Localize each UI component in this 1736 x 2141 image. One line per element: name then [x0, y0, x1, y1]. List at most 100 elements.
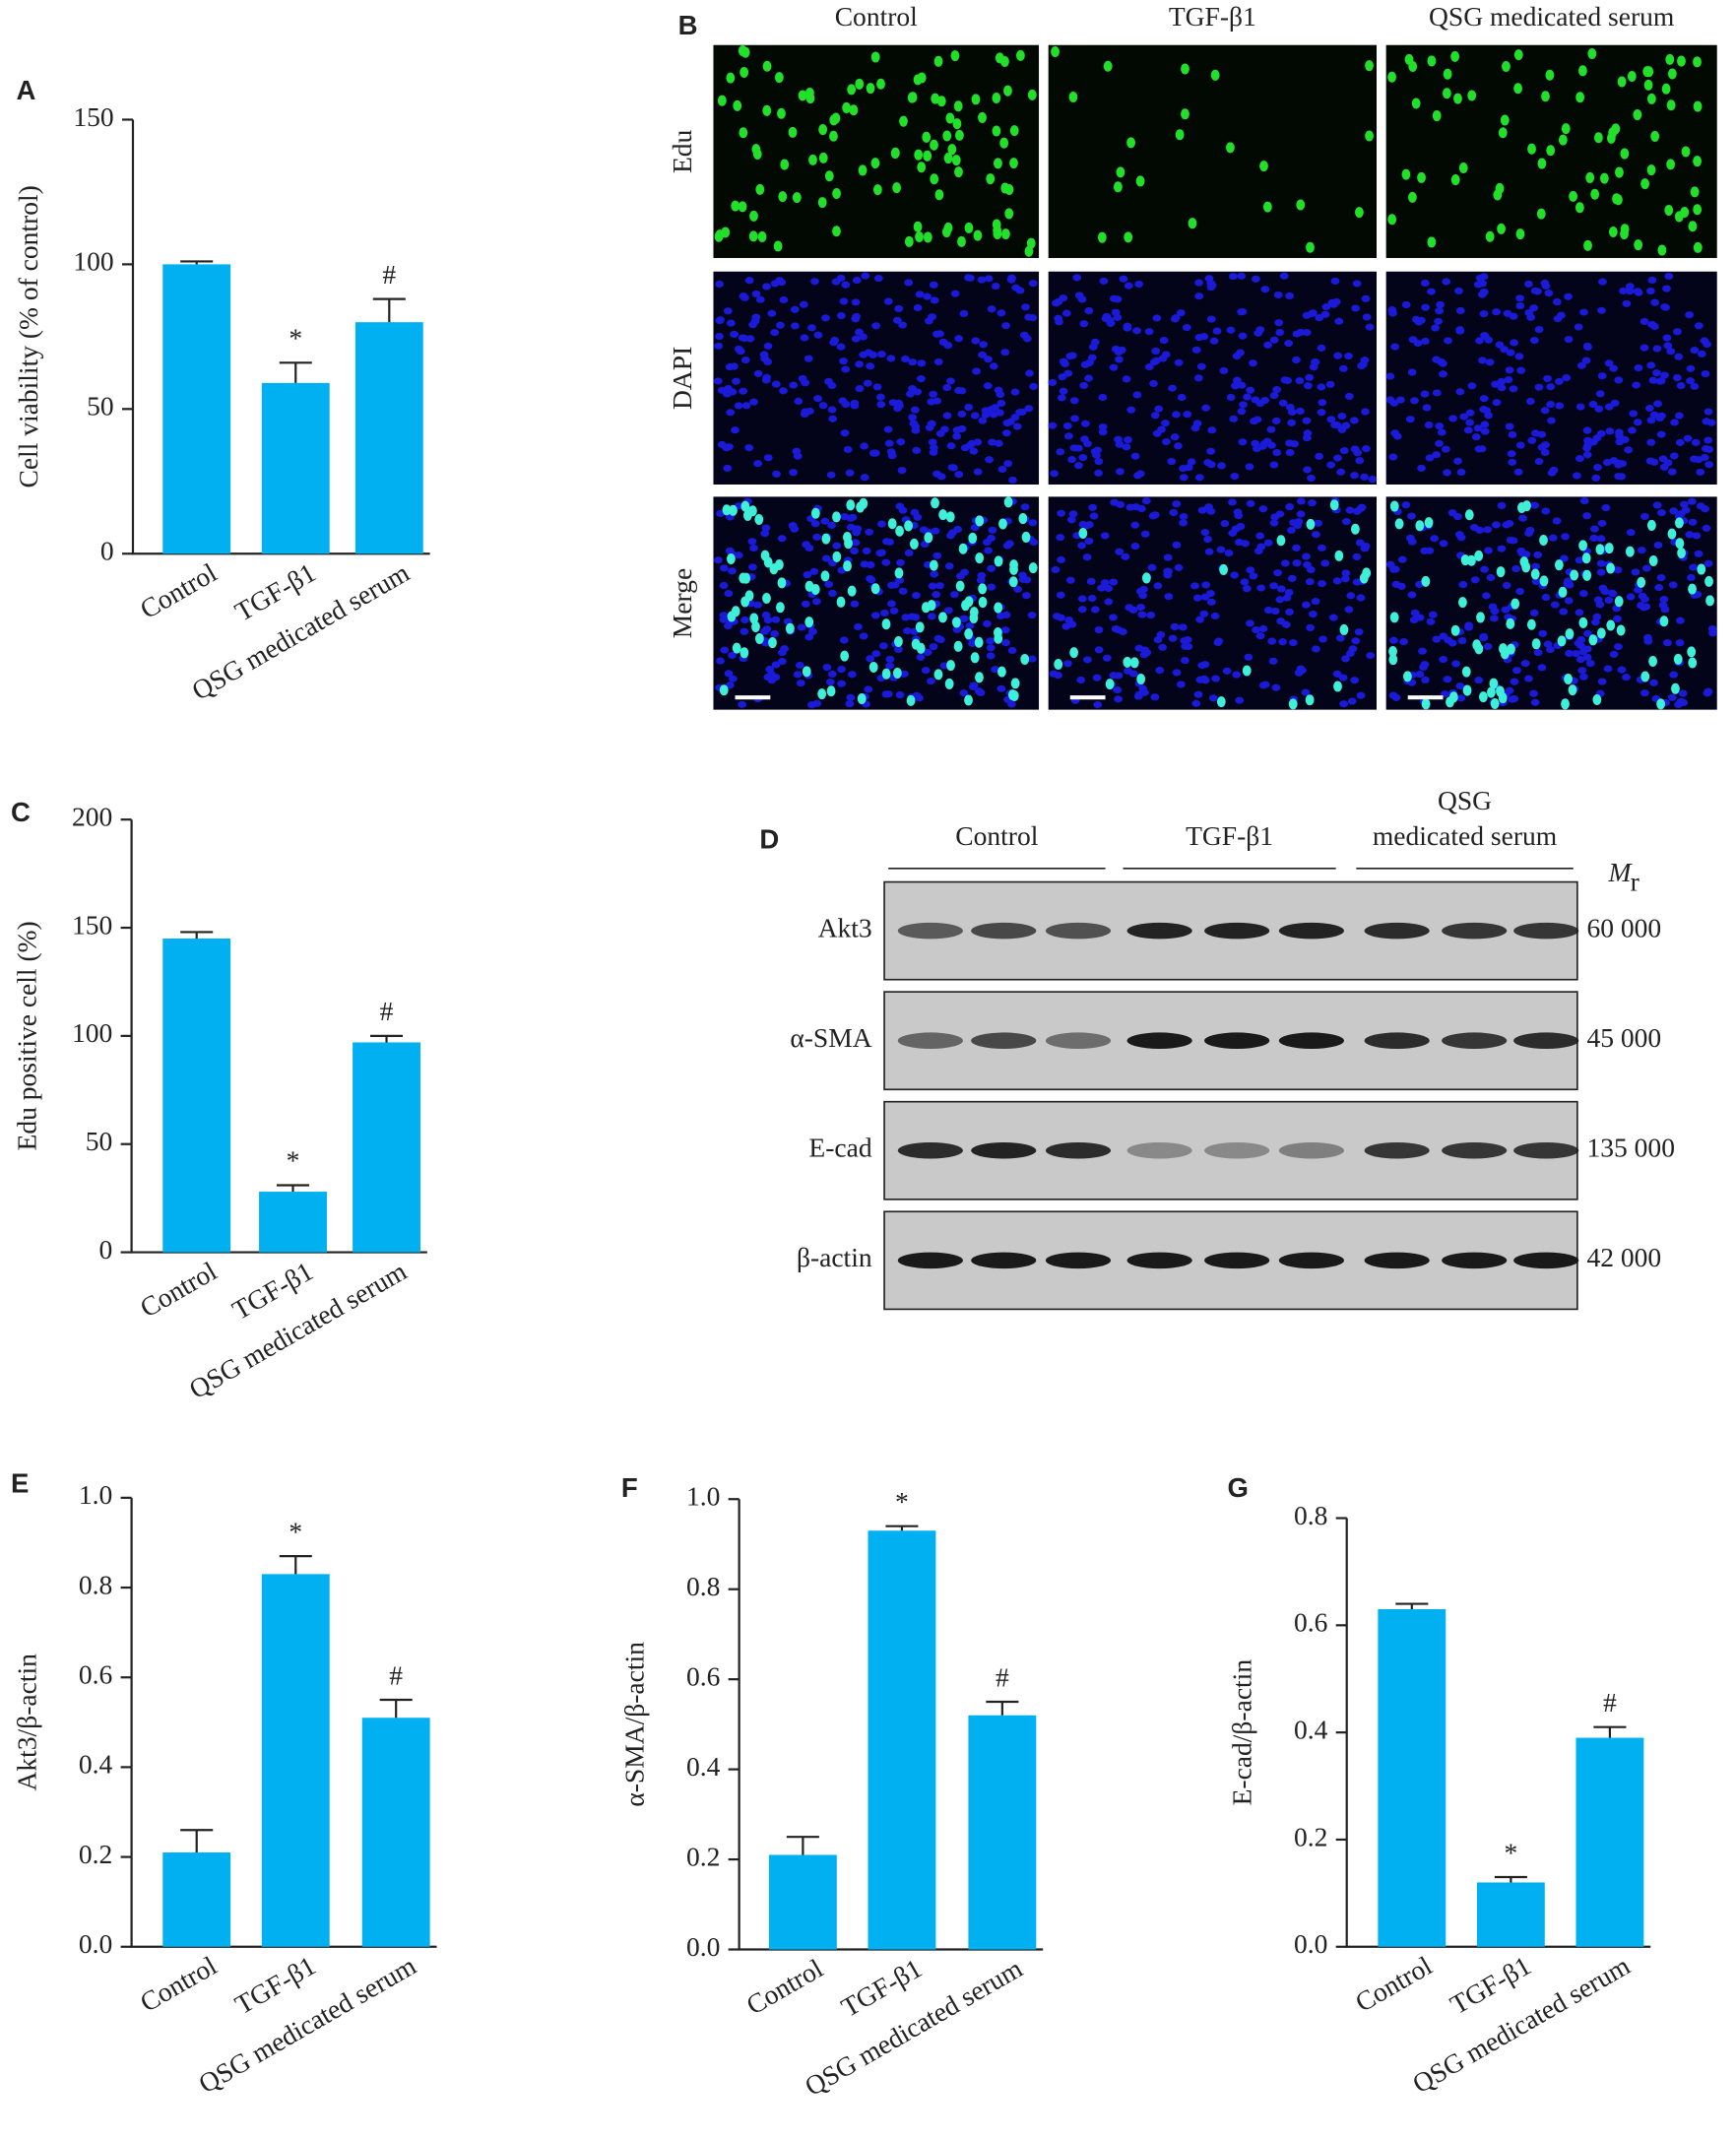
nucleus: [886, 448, 896, 456]
nucleus: [762, 373, 772, 381]
nucleus: [853, 525, 863, 533]
nucleus: [1226, 142, 1235, 154]
nucleus: [1082, 522, 1092, 530]
nucleus: [914, 149, 924, 161]
nucleus: [954, 471, 964, 479]
nucleus: [1302, 417, 1312, 424]
micrograph: [1048, 271, 1378, 485]
nucleus: [1260, 681, 1270, 688]
nucleus: [994, 386, 1003, 394]
nucleus: [1134, 280, 1144, 289]
nucleus: [1531, 562, 1541, 570]
nucleus: [1341, 569, 1351, 577]
nucleus: [1106, 319, 1116, 327]
nucleus: [1579, 308, 1588, 316]
nucleus: [862, 547, 871, 555]
nucleus: [731, 426, 739, 434]
nucleus: [894, 636, 903, 648]
nucleus: [1001, 429, 1011, 437]
nucleus: [831, 278, 841, 286]
nucleus: [855, 78, 865, 90]
nucleus: [851, 539, 861, 547]
nucleus: [1068, 510, 1078, 518]
nucleus: [1478, 691, 1488, 703]
nucleus: [1596, 429, 1606, 437]
nucleus: [1150, 412, 1160, 420]
nucleus: [1348, 645, 1358, 653]
nucleus: [1537, 430, 1547, 438]
nucleus: [1009, 125, 1019, 137]
blot-band: [1045, 1252, 1112, 1269]
nucleus: [1395, 396, 1405, 404]
nucleus: [1191, 699, 1201, 707]
nucleus: [933, 55, 943, 67]
nucleus: [1234, 511, 1244, 520]
nucleus: [877, 549, 886, 556]
nucleus: [1362, 567, 1372, 579]
nucleus: [991, 666, 1000, 674]
nucleus: [928, 313, 936, 321]
nucleus: [794, 397, 804, 406]
nucleus: [1525, 397, 1535, 406]
nucleus: [1497, 545, 1507, 552]
nucleus: [1405, 416, 1415, 423]
nucleus: [789, 381, 799, 389]
nucleus: [738, 700, 747, 708]
nucleus: [1662, 285, 1671, 292]
nucleus: [1615, 166, 1624, 178]
nucleus: [1628, 426, 1637, 434]
nucleus: [1658, 455, 1668, 463]
panel-label: F: [621, 1472, 638, 1503]
nucleus: [1575, 455, 1584, 463]
nucleus: [812, 699, 822, 707]
nucleus: [1182, 324, 1191, 332]
nucleus: [1572, 472, 1581, 480]
nucleus: [1604, 543, 1614, 554]
nucleus: [882, 538, 891, 546]
nucleus: [1159, 337, 1169, 345]
nucleus: [1191, 346, 1201, 354]
nucleus: [1252, 626, 1260, 634]
nucleus: [1232, 353, 1242, 360]
nucleus: [1627, 71, 1637, 83]
nucleus: [713, 377, 723, 385]
nucleus: [1141, 496, 1151, 505]
nucleus: [818, 124, 828, 136]
nucleus: [840, 429, 850, 437]
nucleus: [1620, 435, 1630, 444]
nucleus: [987, 564, 997, 572]
nucleus: [1154, 405, 1164, 413]
nucleus: [1224, 549, 1234, 557]
nucleus: [1543, 374, 1552, 382]
nucleus: [1457, 636, 1467, 645]
nucleus: [978, 351, 987, 358]
nucleus: [1471, 433, 1481, 441]
nucleus: [1311, 597, 1320, 606]
blot-band: [1513, 922, 1579, 940]
nucleus: [1676, 381, 1686, 390]
nucleus: [1237, 272, 1247, 280]
micrograph: [713, 496, 1040, 710]
nucleus: [886, 355, 896, 362]
nucleus: [1529, 337, 1539, 345]
nucleus: [1655, 414, 1665, 422]
nucleus: [1469, 524, 1479, 532]
nucleus: [1000, 626, 1010, 634]
x-tick-label: Control: [135, 1950, 223, 2018]
nucleus: [1645, 457, 1655, 465]
bar: [162, 1852, 231, 1947]
nucleus: [1077, 295, 1087, 303]
nucleus: [1347, 697, 1357, 705]
nucleus: [1161, 420, 1170, 427]
nucleus: [1568, 684, 1577, 696]
nucleus: [931, 527, 940, 535]
nucleus: [1605, 427, 1615, 435]
nucleus: [1653, 400, 1662, 408]
nucleus: [1614, 596, 1624, 608]
nucleus: [1588, 400, 1598, 409]
nucleus: [1306, 518, 1316, 530]
nucleus: [1051, 299, 1061, 307]
nucleus: [1306, 623, 1316, 632]
blot-band: [1513, 1141, 1579, 1159]
nucleus: [1446, 696, 1454, 708]
